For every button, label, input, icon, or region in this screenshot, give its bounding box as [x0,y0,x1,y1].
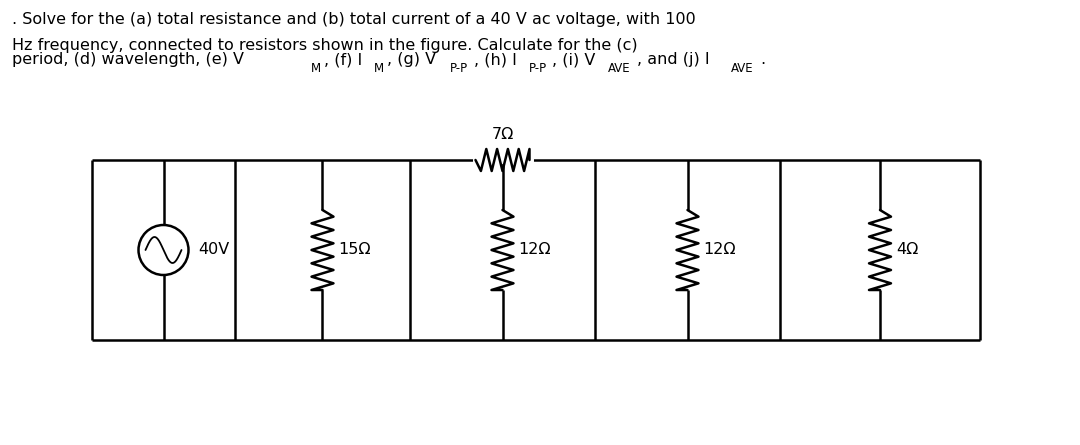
Text: AVE: AVE [731,62,754,75]
Text: M: M [311,62,322,75]
Text: 12Ω: 12Ω [703,243,737,258]
Text: . Solve for the (a) total resistance and (b) total current of a 40 V ac voltage,: . Solve for the (a) total resistance and… [12,12,696,27]
Text: Hz frequency, connected to resistors shown in the figure. Calculate for the (c): Hz frequency, connected to resistors sho… [12,38,637,53]
Text: 7Ω: 7Ω [491,127,514,142]
Text: 4Ω: 4Ω [896,243,918,258]
Text: 12Ω: 12Ω [518,243,551,258]
Text: 15Ω: 15Ω [338,243,372,258]
Text: M: M [374,62,383,75]
Text: , (h) I: , (h) I [474,52,516,67]
Text: AVE: AVE [608,62,631,75]
Text: , (f) I: , (f) I [324,52,363,67]
Text: period, (d) wavelength, (e) V: period, (d) wavelength, (e) V [12,52,244,67]
Text: P-P: P-P [529,62,548,75]
Text: P-P: P-P [450,62,469,75]
Text: .: . [760,52,766,67]
Text: , (i) V: , (i) V [552,52,596,67]
Text: , (g) V: , (g) V [387,52,436,67]
Text: , and (j) I: , and (j) I [637,52,711,67]
Text: 40V: 40V [199,243,230,258]
